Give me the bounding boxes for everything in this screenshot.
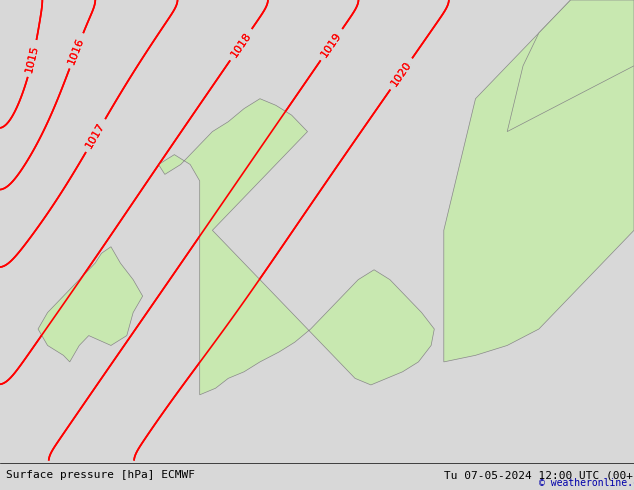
Text: Tu 07-05-2024 12:00 UTC (00+156): Tu 07-05-2024 12:00 UTC (00+156) — [444, 470, 634, 480]
Text: 1015: 1015 — [25, 44, 41, 74]
Text: 1018: 1018 — [229, 30, 253, 59]
Text: 1016: 1016 — [67, 36, 86, 66]
Polygon shape — [38, 247, 143, 362]
Text: © weatheronline.co.uk: © weatheronline.co.uk — [539, 478, 634, 488]
Text: 1017: 1017 — [84, 121, 107, 150]
Text: 1020: 1020 — [389, 60, 413, 88]
Polygon shape — [507, 0, 634, 132]
Polygon shape — [444, 0, 634, 362]
Polygon shape — [158, 98, 434, 395]
Text: 1018: 1018 — [229, 30, 253, 59]
Text: 1016: 1016 — [67, 36, 86, 66]
Text: 1020: 1020 — [389, 60, 413, 88]
Text: Surface pressure [hPa] ECMWF: Surface pressure [hPa] ECMWF — [6, 470, 195, 480]
Text: 1019: 1019 — [320, 30, 344, 59]
Text: 1015: 1015 — [25, 44, 41, 74]
Text: 1017: 1017 — [84, 121, 107, 150]
Text: 1019: 1019 — [320, 30, 344, 59]
